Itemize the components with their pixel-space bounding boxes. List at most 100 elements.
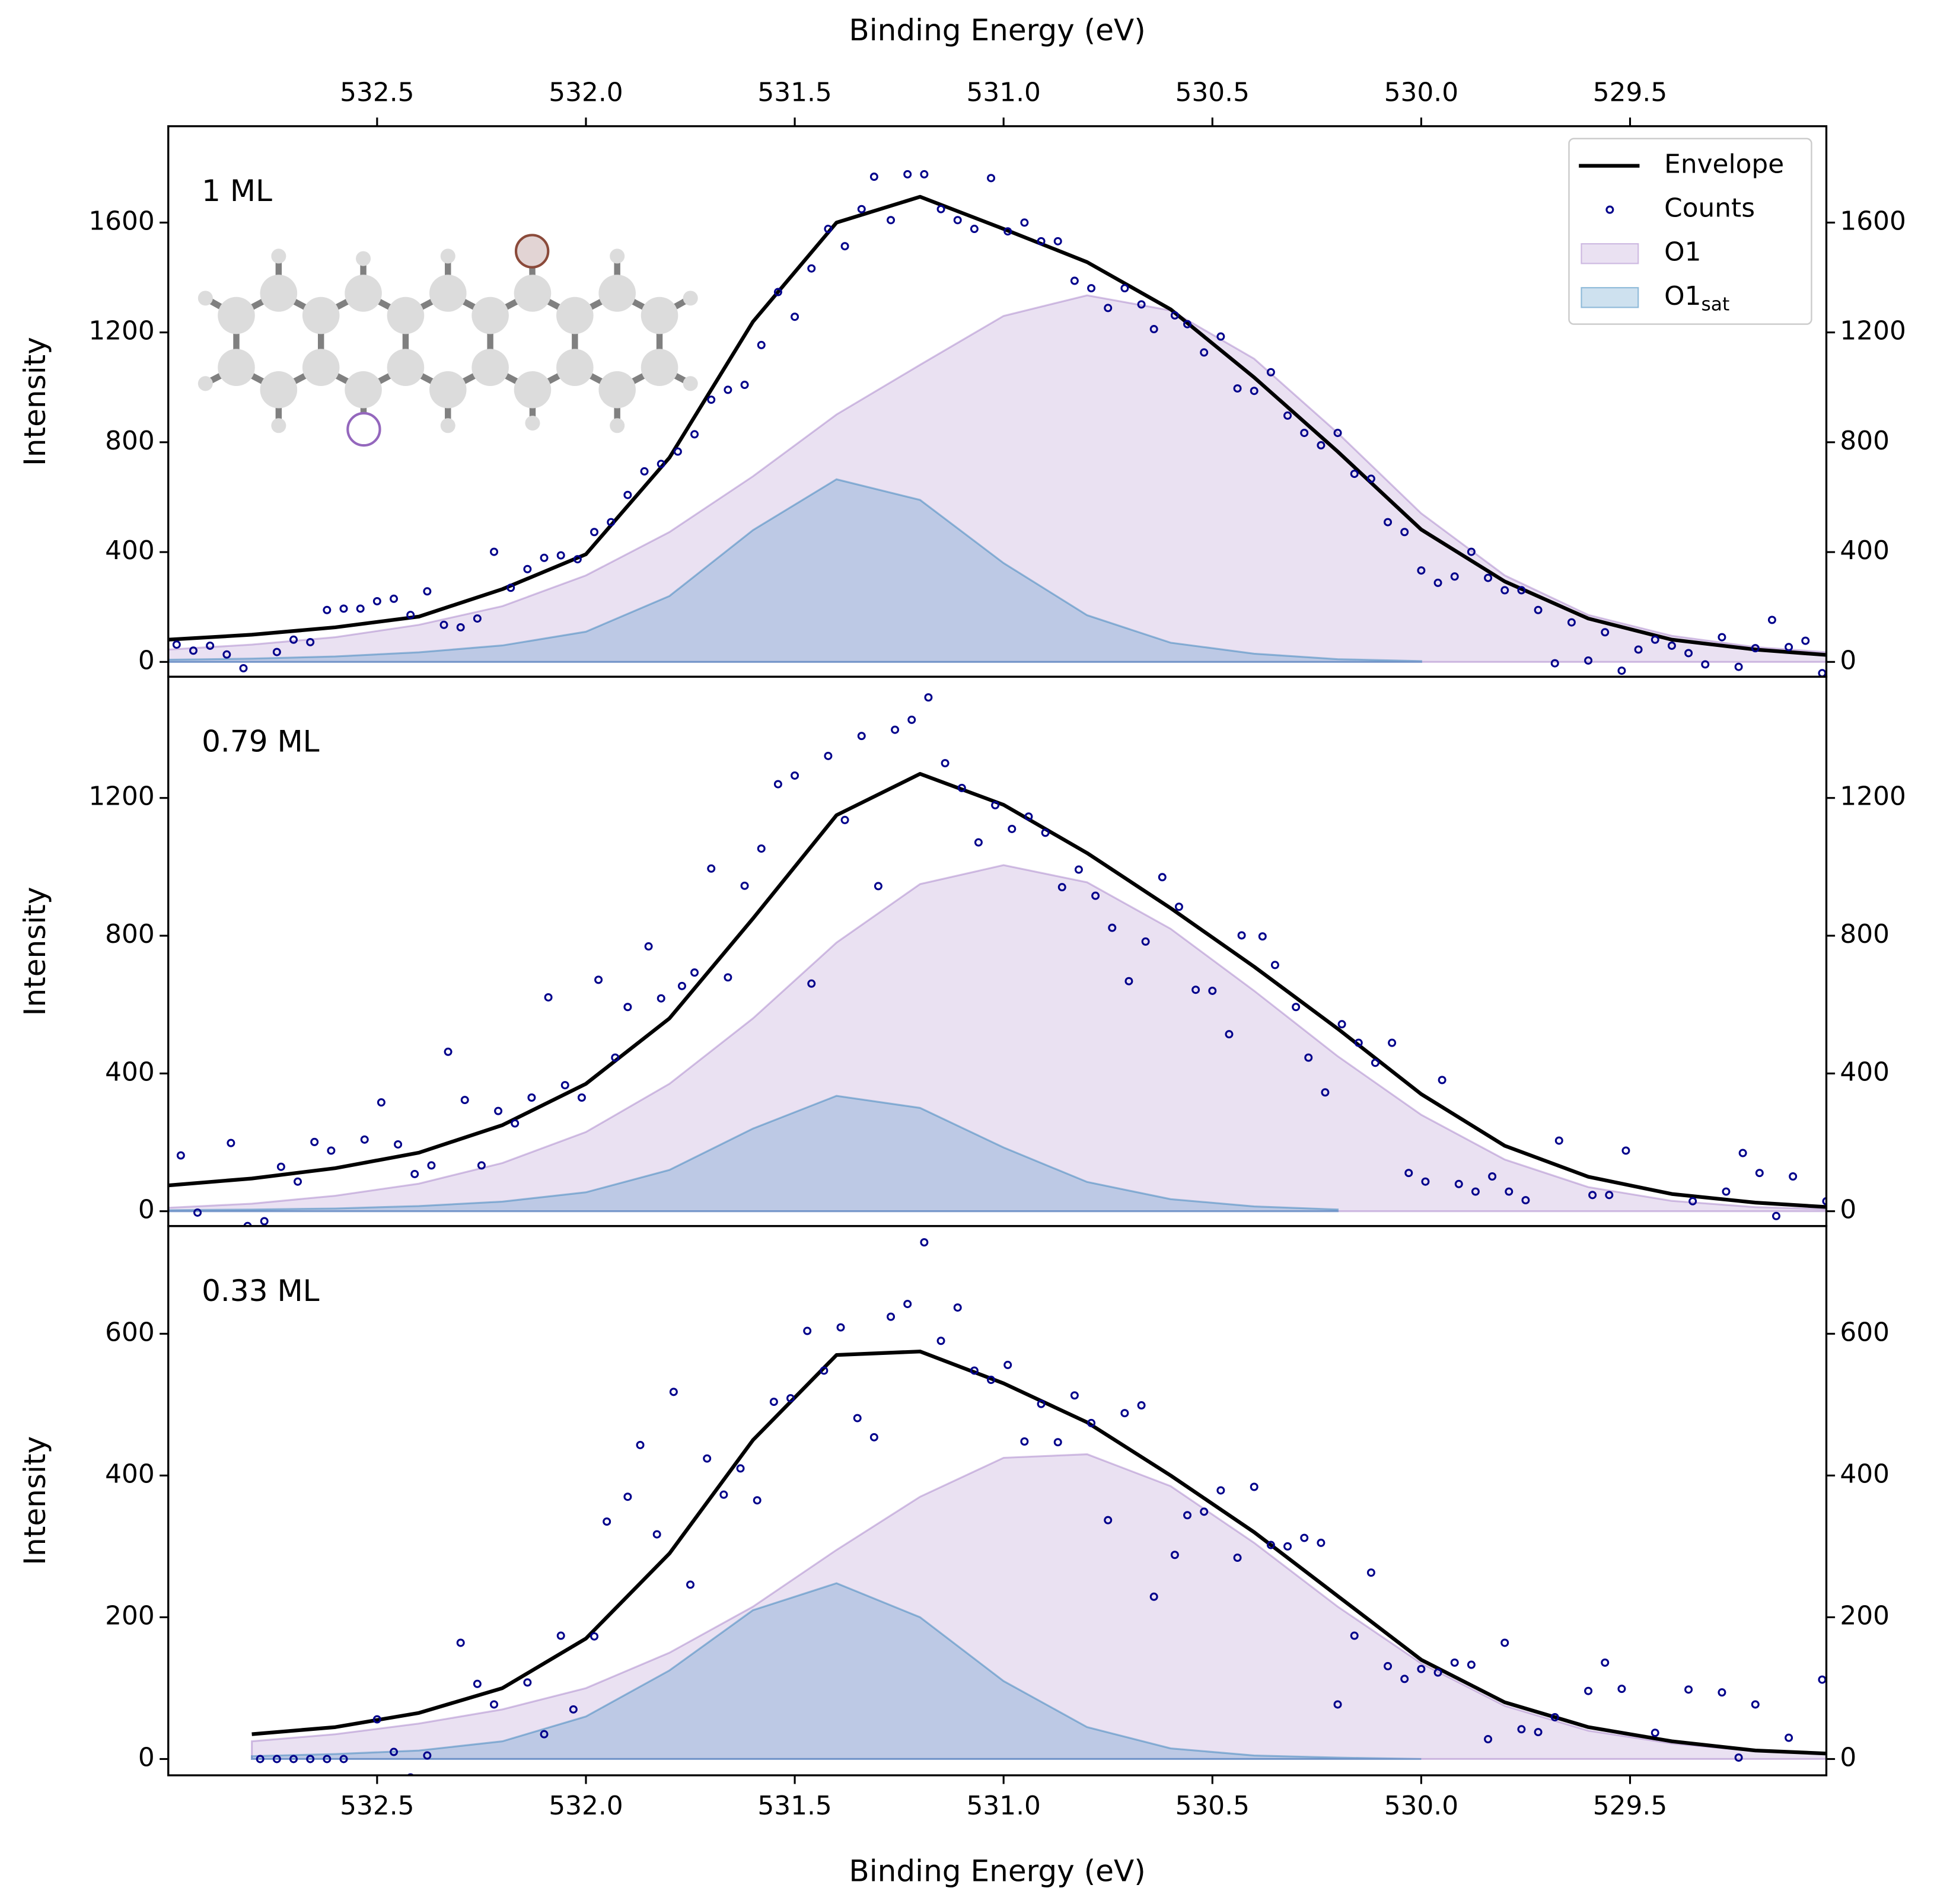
count-point	[1755, 1169, 1764, 1178]
count-point	[903, 1300, 912, 1309]
count-point	[1651, 635, 1659, 644]
count-point	[669, 1388, 678, 1396]
count-point	[289, 1755, 298, 1763]
count-point	[657, 460, 665, 468]
envelope-line	[168, 194, 1827, 657]
y-tick-label-right: 1200	[1840, 782, 1906, 812]
count-point	[673, 447, 682, 456]
molecule-inset	[197, 234, 698, 447]
legend-label: Counts	[1664, 193, 1755, 224]
oxygen-top	[514, 234, 550, 269]
count-point	[511, 1119, 520, 1128]
count-point	[623, 1492, 632, 1501]
count-point	[803, 1326, 812, 1335]
legend-marker	[1605, 205, 1614, 214]
count-point	[1149, 1592, 1158, 1601]
count-point	[1684, 1685, 1693, 1694]
y-axis-title: Intensity	[18, 1436, 52, 1565]
count-point	[590, 1632, 599, 1641]
count-point	[690, 968, 699, 977]
count-point	[1471, 1187, 1480, 1196]
count-point	[490, 547, 499, 556]
count-point	[707, 864, 716, 873]
x-axis-title: Binding Energy (eV)	[849, 13, 1145, 47]
count-point	[874, 882, 882, 891]
count-point	[1617, 666, 1626, 675]
carbon	[598, 371, 636, 409]
count-point	[807, 264, 816, 273]
count-point	[1216, 332, 1225, 341]
panel	[168, 170, 1827, 677]
count-point	[1588, 1191, 1597, 1200]
count-point	[540, 1730, 549, 1739]
count-point	[903, 170, 912, 178]
carbon	[514, 371, 552, 409]
oxygen-bottom	[346, 412, 381, 447]
carbon	[302, 349, 340, 386]
count-point	[970, 1366, 979, 1375]
count-point	[439, 620, 448, 629]
count-point	[936, 205, 945, 213]
count-point	[239, 664, 248, 672]
x-axis-title: Binding Energy (eV)	[849, 1854, 1145, 1888]
count-point	[1104, 304, 1113, 312]
count-point	[1534, 1728, 1543, 1737]
x-tick-label: 531.5	[757, 78, 831, 108]
y-tick-label: 1200	[88, 782, 154, 812]
count-point	[953, 216, 962, 225]
y-tick-label: 600	[105, 1317, 155, 1347]
count-point	[857, 205, 866, 213]
hydrogen	[356, 251, 371, 266]
carbon	[598, 275, 636, 312]
count-point	[1534, 605, 1543, 614]
legend-patch	[1581, 243, 1639, 264]
carbon	[641, 349, 678, 386]
carbon	[302, 296, 340, 334]
count-point	[719, 1490, 728, 1499]
count-point	[1734, 1753, 1743, 1762]
count-point	[1617, 1685, 1626, 1693]
count-point	[390, 594, 399, 603]
envelope-line	[251, 1350, 1827, 1756]
count-point	[1400, 1675, 1409, 1683]
count-point	[640, 467, 649, 476]
count-point	[306, 637, 315, 646]
count-point	[390, 1747, 399, 1756]
x-tick-label: 530.0	[1384, 78, 1458, 108]
y-tick-label-right: 400	[1840, 535, 1890, 566]
envelope-line	[168, 771, 1827, 1209]
component-area	[168, 1095, 1339, 1213]
y-tick-label: 400	[105, 535, 155, 566]
y-tick-label: 1200	[88, 316, 154, 346]
count-point	[1601, 628, 1610, 637]
count-point	[907, 715, 916, 724]
count-point	[1104, 1516, 1113, 1525]
y-axis-title: Intensity	[18, 887, 52, 1016]
count-point	[1567, 618, 1576, 627]
count-point	[1350, 470, 1359, 479]
count-point	[1037, 237, 1046, 245]
count-point	[1200, 1507, 1209, 1516]
count-point	[260, 1217, 269, 1226]
count-point	[1688, 1197, 1697, 1205]
count-point	[757, 844, 766, 853]
count-point	[1450, 1658, 1459, 1667]
count-point	[407, 1773, 415, 1775]
x-tick-label: 532.0	[549, 78, 623, 108]
count-point	[540, 553, 549, 562]
count-point	[327, 1146, 336, 1155]
hydrogen	[197, 291, 213, 306]
panel-label: 0.33 ML	[202, 1274, 320, 1308]
count-point	[1024, 812, 1033, 821]
count-point	[1738, 1149, 1747, 1157]
y-tick-label-right: 0	[1840, 1195, 1856, 1225]
y-axis-title: Intensity	[18, 337, 52, 466]
hydrogen	[610, 248, 625, 264]
y-tick-label-right: 200	[1840, 1600, 1890, 1631]
count-point	[1020, 218, 1029, 227]
count-point	[1417, 566, 1426, 575]
count-point	[690, 430, 699, 439]
count-point	[1266, 368, 1275, 377]
count-point	[644, 942, 653, 951]
count-point	[527, 1093, 536, 1102]
